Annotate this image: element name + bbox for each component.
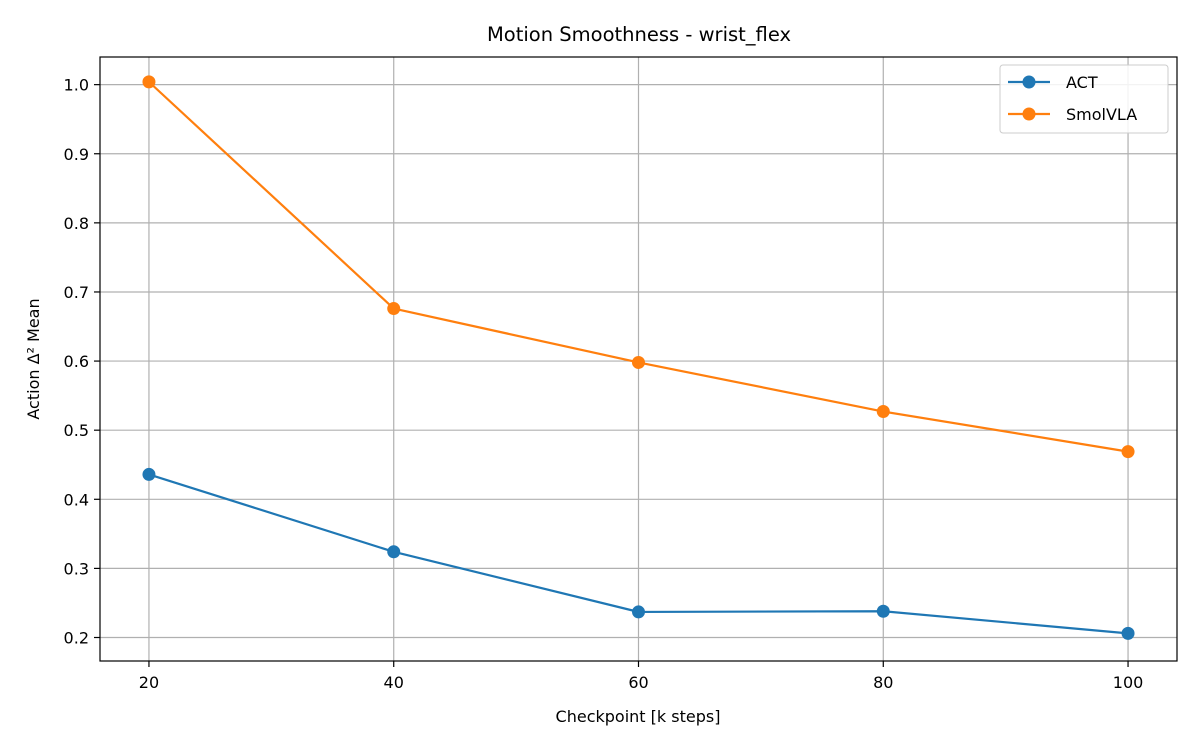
y-tick-label: 0.3 bbox=[64, 559, 89, 578]
y-tick-label: 0.2 bbox=[64, 629, 89, 648]
data-point-smolvla bbox=[876, 405, 890, 419]
x-axis-title: Checkpoint [k steps] bbox=[556, 707, 721, 726]
series-smolvla bbox=[142, 75, 1135, 459]
x-tick-label: 80 bbox=[873, 673, 893, 692]
data-point-act bbox=[387, 545, 401, 559]
y-tick-label: 0.4 bbox=[64, 490, 89, 509]
y-tick-label: 0.5 bbox=[64, 421, 89, 440]
data-point-act bbox=[632, 605, 645, 619]
y-axis: 0.2 0.3 0.4 0.5 0.6 0.7 0.8 0.9 1.0 bbox=[64, 76, 100, 648]
x-tick-label: 60 bbox=[628, 673, 648, 692]
data-point-act bbox=[142, 467, 156, 481]
data-point-smolvla bbox=[632, 355, 645, 369]
y-tick-label: 0.6 bbox=[64, 352, 89, 371]
data-point-smolvla bbox=[142, 75, 156, 89]
legend-marker-smolvla bbox=[1022, 107, 1036, 121]
legend-label-act: ACT bbox=[1066, 73, 1098, 92]
data-point-smolvla bbox=[1121, 445, 1135, 459]
y-tick-label: 0.9 bbox=[64, 145, 89, 164]
data-point-act bbox=[1121, 626, 1135, 640]
series-layer bbox=[142, 75, 1135, 640]
legend: ACT SmolVLA bbox=[999, 64, 1169, 134]
series-act bbox=[142, 467, 1135, 640]
x-tick-label: 20 bbox=[139, 673, 159, 692]
data-point-act bbox=[876, 604, 890, 618]
legend-marker-act bbox=[1022, 75, 1036, 89]
legend-label-smolvla: SmolVLA bbox=[1066, 105, 1137, 124]
y-tick-label: 1.0 bbox=[64, 76, 89, 95]
x-tick-label: 40 bbox=[384, 673, 404, 692]
x-tick-label: 100 bbox=[1113, 673, 1144, 692]
y-tick-label: 0.8 bbox=[64, 214, 89, 233]
y-tick-label: 0.7 bbox=[64, 283, 89, 302]
y-axis-title: Action Δ² Mean bbox=[24, 298, 43, 419]
chart-title: Motion Smoothness - wrist_flex bbox=[487, 23, 791, 46]
data-point-smolvla bbox=[387, 302, 401, 316]
x-axis: 20 40 60 80 100 bbox=[139, 661, 1144, 692]
